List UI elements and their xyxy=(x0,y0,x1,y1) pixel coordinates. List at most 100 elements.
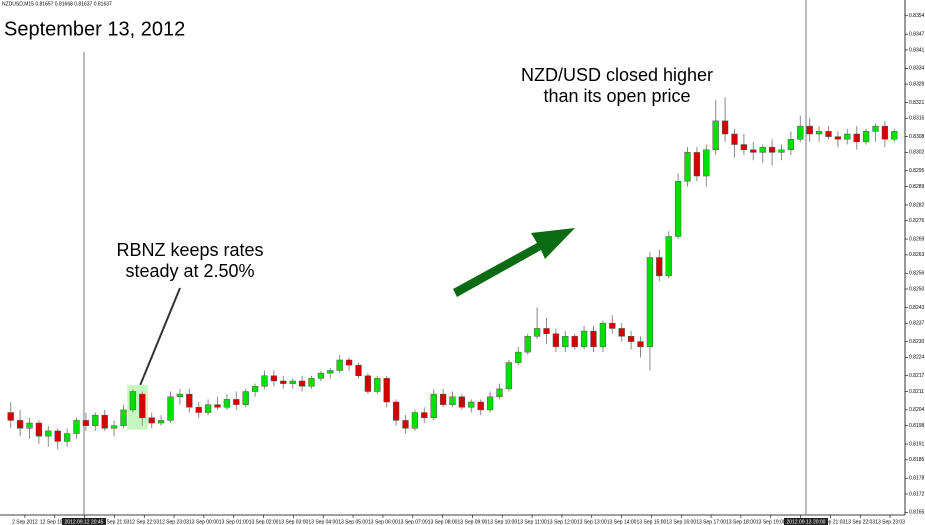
x-tick-label: 13 Sep 14:00 xyxy=(607,519,637,525)
x-tick-label: 13 Sep 19:00 xyxy=(756,519,786,525)
y-tick-label: 0.8178 xyxy=(909,476,925,482)
candle-body xyxy=(270,375,278,382)
candle-body xyxy=(721,120,729,135)
x-tick-label: 13 Sep 17:00 xyxy=(696,519,726,525)
x-tick-label: 13 Sep 06:00 xyxy=(368,519,398,525)
candle-body xyxy=(815,131,823,135)
candle-body xyxy=(82,420,90,426)
candle-body xyxy=(129,391,137,411)
cursor-label-box xyxy=(62,518,106,525)
x-tick-label: 13 Sep 08:00 xyxy=(428,519,458,525)
candle-body xyxy=(308,378,315,387)
candle-body xyxy=(233,399,240,405)
candle-body xyxy=(439,393,447,405)
candle-body xyxy=(618,328,625,337)
y-tick-label: 0.8354 xyxy=(909,13,925,19)
x-tick-label: 13 Sep 18:00 xyxy=(726,519,756,525)
y-tick-label: 0.8321 xyxy=(909,100,925,106)
candle-body xyxy=(392,401,400,421)
chart-header: NZDUSD,M15 0.81657 0.81668 0.81637 0.816… xyxy=(2,1,112,7)
candle-body xyxy=(195,407,202,413)
candle-body xyxy=(825,131,832,137)
y-tick-label: 0.8230 xyxy=(909,339,925,345)
candle-body xyxy=(176,393,184,398)
candle-body xyxy=(637,341,644,348)
candle-body xyxy=(214,404,221,408)
note-annotation: than its open price xyxy=(543,86,690,106)
event-annotation: steady at 2.50% xyxy=(125,261,254,281)
candle-body xyxy=(35,422,43,437)
date-annotation: September 13, 2012 xyxy=(4,18,185,40)
y-tick-label: 0.8172 xyxy=(909,491,925,497)
candle-body xyxy=(524,336,531,353)
candle-body xyxy=(16,420,24,429)
x-tick-label: 13 Sep 09:00 xyxy=(458,519,488,525)
candle-body xyxy=(63,433,71,442)
candle-body xyxy=(374,378,381,392)
x-tick-label: 13 Sep 12:00 xyxy=(547,519,577,525)
candle-body xyxy=(251,386,259,392)
candle-body xyxy=(665,236,672,277)
candle-body xyxy=(590,330,597,348)
candle-body xyxy=(599,322,607,348)
candle-body xyxy=(54,430,61,442)
candle-body xyxy=(750,149,757,153)
candle-body xyxy=(759,146,766,153)
candle-body xyxy=(223,399,231,408)
candle-body xyxy=(872,125,879,132)
candle-body xyxy=(571,336,578,348)
candle-body xyxy=(552,333,560,348)
candle-body xyxy=(110,425,118,429)
trend-arrow xyxy=(453,228,575,297)
candle-body xyxy=(533,328,541,337)
candle-body xyxy=(646,257,654,348)
candle-body xyxy=(430,393,437,419)
pointer-line xyxy=(139,287,181,386)
x-tick-label: 13 Sep 11:00 xyxy=(517,519,547,525)
candle-body xyxy=(458,396,466,408)
candle-body xyxy=(411,412,419,429)
y-tick-label: 0.8204 xyxy=(909,407,925,413)
y-tick-label: 0.8341 xyxy=(909,47,925,53)
y-tick-label: 0.8217 xyxy=(909,373,925,379)
candle-body xyxy=(402,420,409,429)
candle-body xyxy=(7,412,14,421)
y-tick-label: 0.8237 xyxy=(909,321,925,327)
candle-body xyxy=(712,120,719,151)
x-tick-label: 2 Sep 2012 xyxy=(12,519,38,525)
x-tick-label: 13 Sep 21:03 xyxy=(816,519,846,525)
y-tick-label: 0.8347 xyxy=(909,31,925,37)
y-tick-label: 0.8295 xyxy=(909,168,925,174)
x-tick-label: 12 Sep 19:00 xyxy=(40,519,70,525)
x-tick-label: 13 Sep 05:00 xyxy=(338,519,368,525)
candle-body xyxy=(486,396,494,411)
candle-body xyxy=(703,149,710,177)
candle-body xyxy=(684,152,691,182)
y-tick-label: 0.8308 xyxy=(909,134,925,140)
candle-body xyxy=(674,181,682,237)
candle-body xyxy=(580,330,588,348)
x-tick-label: 13 Sep 04:00 xyxy=(308,519,338,525)
y-tick-label: 0.8211 xyxy=(909,389,924,395)
candle-body xyxy=(844,133,851,140)
candle-body xyxy=(496,388,503,398)
x-tick-label: 13 Sep 02:00 xyxy=(249,519,279,525)
candle-body xyxy=(468,401,475,408)
note-annotation: NZD/USD closed higher xyxy=(521,65,713,85)
candle-body xyxy=(449,396,456,405)
event-annotation: RBNZ keeps rates xyxy=(116,240,263,260)
x-tick-label: 13 Sep 22:03 xyxy=(845,519,875,525)
candle-body xyxy=(92,414,99,426)
cursor-label-box xyxy=(784,518,828,525)
candle-body xyxy=(101,414,108,429)
x-tick-label: 13 Sep 16:00 xyxy=(666,519,696,525)
x-tick-label: 12 Sep 22:03 xyxy=(129,519,159,525)
x-tick-label: 13 Sep 10:00 xyxy=(487,519,517,525)
y-tick-label: 0.8256 xyxy=(909,271,925,277)
y-tick-label: 0.8198 xyxy=(909,423,925,429)
candle-body xyxy=(797,125,804,140)
candle-body xyxy=(45,430,52,437)
y-tick-label: 0.8334 xyxy=(909,66,925,72)
candle-body xyxy=(167,396,174,421)
y-tick-label: 0.8289 xyxy=(909,184,925,190)
